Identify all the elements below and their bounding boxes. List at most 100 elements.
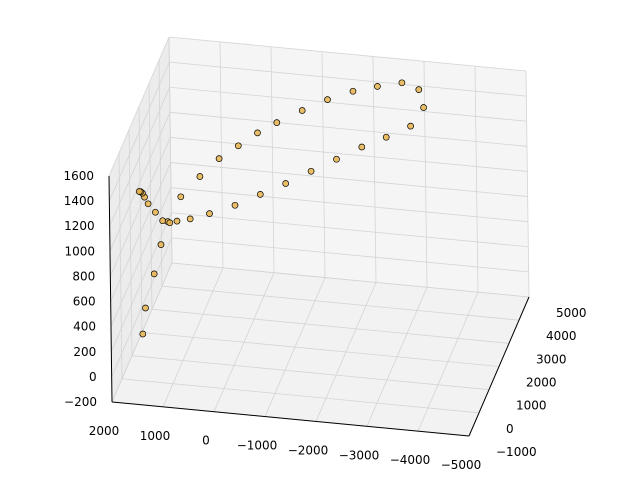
data-point (282, 180, 290, 187)
data-point (152, 208, 159, 216)
z-grid-line (109, 87, 171, 227)
z-grid-line (171, 237, 529, 273)
x-tick-label: 0 (202, 434, 210, 448)
data-point (333, 155, 340, 163)
z-tick-label: 200 (73, 345, 96, 359)
data-point (186, 215, 194, 223)
y-axis-line (468, 296, 530, 437)
x-tick-label: −1000 (237, 439, 278, 453)
z-grid-line (110, 187, 172, 327)
y-grid-line (151, 308, 510, 344)
data-point (196, 173, 204, 180)
y-grid-line (121, 378, 480, 414)
z-tick-label: 800 (72, 269, 95, 283)
z-grid-line (170, 162, 528, 197)
z-tick-label: 1000 (64, 244, 95, 258)
data-point (374, 83, 381, 90)
x-grid-line (525, 70, 530, 298)
data-point (415, 86, 423, 93)
z-tick-label: 1400 (64, 194, 95, 208)
tick-labels: 2000 1000 0 −1000 −2000 −3000 −4000 −5000−10000… (63, 169, 586, 472)
z-grid-line (169, 86, 527, 122)
back-wall-pane (169, 37, 529, 297)
x-grid-line (270, 46, 275, 273)
data-point (206, 210, 213, 217)
data-point (398, 79, 406, 87)
data-point (157, 241, 165, 248)
z-grid-line (170, 187, 529, 223)
data-point (135, 188, 143, 195)
data-point (307, 167, 315, 175)
data-point (177, 193, 185, 201)
z-grid-line (110, 162, 172, 302)
data-point (142, 304, 149, 312)
data-point (349, 87, 357, 95)
y-tick-label: 3000 (536, 352, 567, 366)
axes-grid (108, 36, 530, 437)
data-point (382, 133, 390, 141)
data-point (254, 129, 261, 137)
z-grid-line (169, 111, 528, 147)
z-tick-label: 1600 (63, 169, 94, 183)
x-grid-line (474, 66, 479, 293)
y-tick-label: 0 (506, 422, 514, 436)
y-tick-label: 1000 (516, 399, 547, 413)
y-tick-label: 2000 (526, 376, 557, 390)
y-grid-line (158, 60, 163, 287)
z-grid-line (110, 212, 172, 352)
data-point (324, 96, 331, 103)
x-tick-label: −5000 (441, 458, 482, 472)
y-grid-line (138, 106, 143, 333)
data-point (420, 104, 427, 111)
data-point (173, 217, 181, 225)
z-grid-line (169, 61, 527, 97)
z-axis-line (108, 175, 113, 403)
y-tick-label: 5000 (556, 306, 587, 320)
data-point (273, 119, 281, 126)
z-grid-line (109, 137, 171, 277)
axes-lines (108, 175, 530, 437)
z-tick-label: 1200 (64, 219, 95, 233)
y-grid-line (148, 83, 153, 310)
data-point (215, 155, 223, 162)
z-grid-line (168, 36, 527, 72)
data-point (358, 143, 366, 151)
x-grid-line (372, 56, 377, 283)
x-tick-label: −4000 (390, 453, 431, 467)
z-tick-label: 0 (89, 370, 97, 384)
x-grid-line (423, 61, 428, 288)
x-grid-line (321, 51, 326, 278)
data-point (150, 270, 158, 278)
y-tick-label: −1000 (496, 445, 537, 459)
data-point (231, 201, 239, 209)
z-grid-line (109, 112, 171, 252)
z-grid-line (170, 137, 528, 172)
z-grid-line (171, 262, 530, 298)
z-grid-line (108, 36, 170, 177)
z-grid-line (108, 61, 170, 202)
data-point (407, 122, 414, 130)
data-point (166, 219, 174, 227)
y-grid-line (131, 355, 490, 391)
data-point (256, 191, 264, 198)
x-tick-label: 2000 (89, 424, 120, 438)
x-grid-line (219, 41, 224, 268)
x-axis-line (111, 401, 470, 437)
z-tick-label: −200 (64, 395, 97, 409)
y-grid-line (161, 285, 520, 321)
data-point (139, 330, 147, 338)
x-tick-label: 1000 (140, 429, 171, 443)
y-tick-label: 4000 (546, 329, 577, 343)
data-point (298, 107, 306, 114)
data-point (159, 217, 167, 225)
z-grid-line (111, 237, 173, 378)
z-grid-line (171, 212, 529, 248)
data-point (144, 200, 152, 208)
z-tick-label: 600 (73, 295, 96, 309)
x-tick-label: −2000 (288, 443, 329, 457)
z-tick-label: 400 (73, 320, 96, 334)
data-point (234, 142, 242, 150)
y-grid-line (128, 129, 133, 356)
x-tick-label: −3000 (339, 448, 380, 462)
